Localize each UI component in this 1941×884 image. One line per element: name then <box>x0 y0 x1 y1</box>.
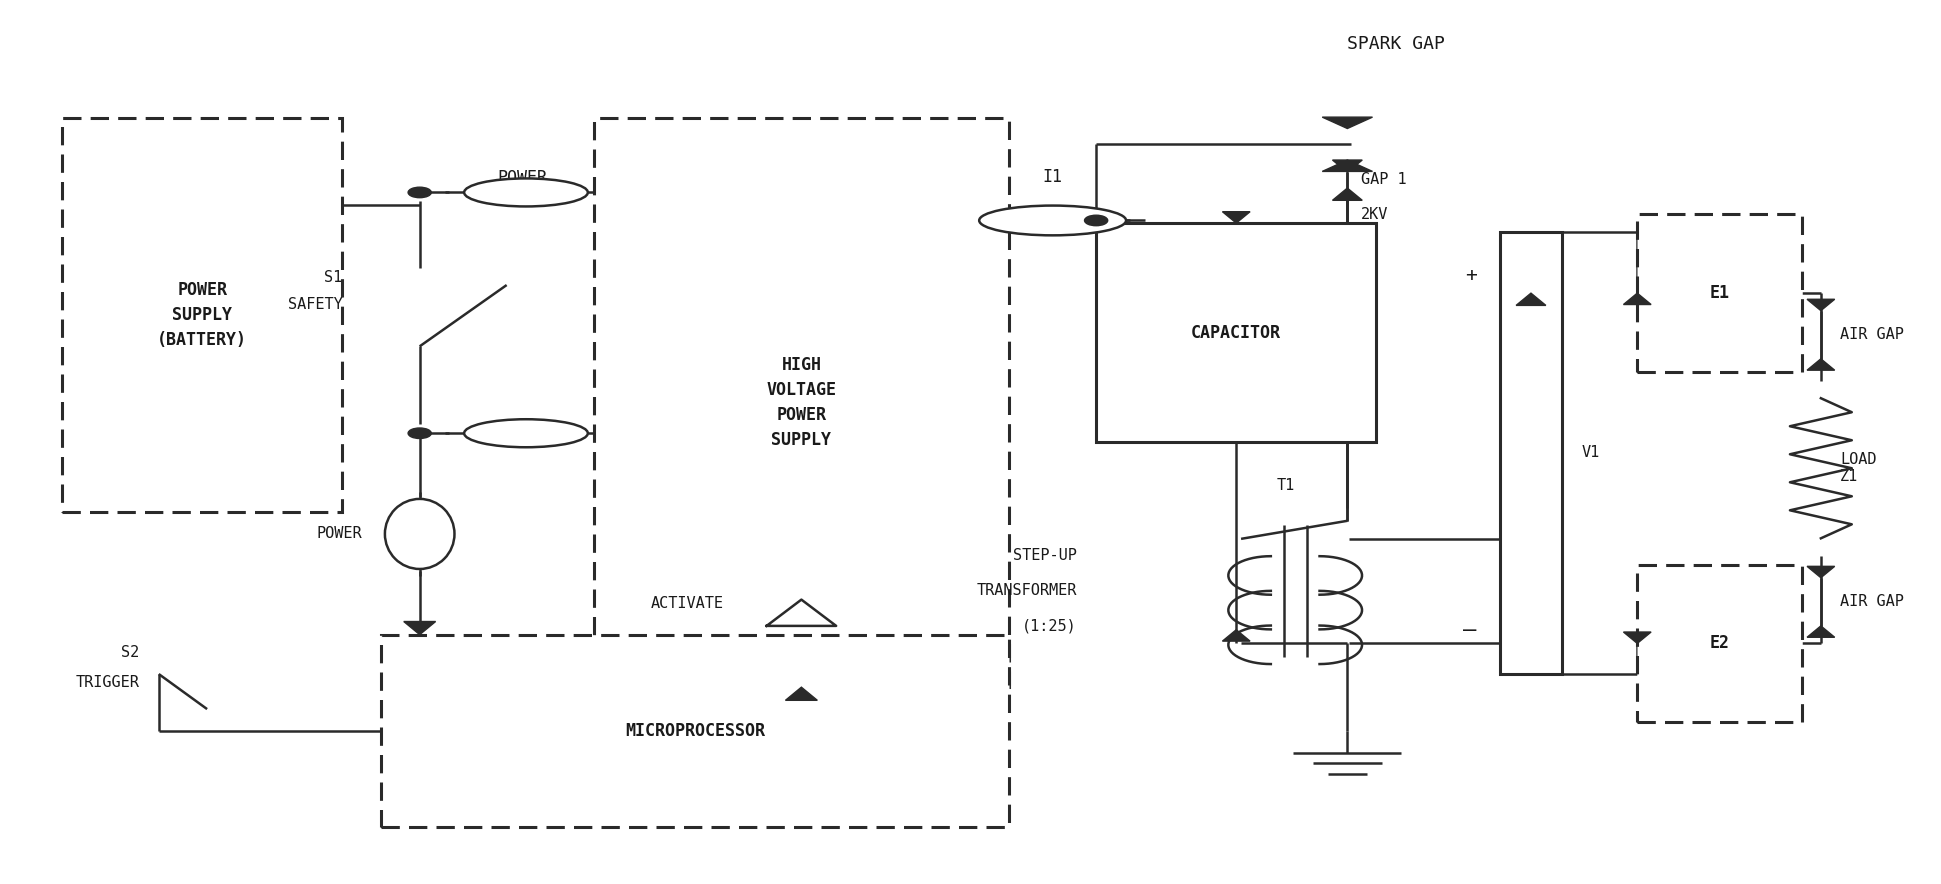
Text: SPARK GAP: SPARK GAP <box>1347 34 1444 52</box>
FancyBboxPatch shape <box>1638 565 1801 722</box>
Text: AIR GAP: AIR GAP <box>1840 594 1904 609</box>
Text: AIR GAP: AIR GAP <box>1840 327 1904 342</box>
Polygon shape <box>1623 632 1652 644</box>
FancyBboxPatch shape <box>1638 214 1801 372</box>
Polygon shape <box>1807 359 1834 370</box>
Polygon shape <box>1223 629 1250 641</box>
Text: STEP-UP: STEP-UP <box>1013 548 1077 563</box>
Text: CAPACITOR: CAPACITOR <box>1192 324 1281 341</box>
Polygon shape <box>1807 626 1834 637</box>
Circle shape <box>408 428 431 438</box>
Text: T1: T1 <box>1277 478 1295 493</box>
Text: TRIGGER: TRIGGER <box>76 675 140 690</box>
Circle shape <box>1085 215 1108 225</box>
Polygon shape <box>1332 160 1363 172</box>
Polygon shape <box>786 687 817 700</box>
Text: V1: V1 <box>1582 446 1599 461</box>
Text: (1:25): (1:25) <box>1023 619 1077 634</box>
Ellipse shape <box>464 179 588 207</box>
Polygon shape <box>1807 567 1834 578</box>
Polygon shape <box>1623 293 1652 304</box>
Text: +: + <box>1465 266 1477 286</box>
Text: SAFETY: SAFETY <box>287 297 342 311</box>
Text: POWER: POWER <box>316 527 361 541</box>
Polygon shape <box>1322 117 1372 128</box>
Ellipse shape <box>978 206 1126 235</box>
FancyBboxPatch shape <box>62 118 342 512</box>
FancyBboxPatch shape <box>380 635 1009 827</box>
FancyBboxPatch shape <box>1097 223 1376 442</box>
Text: ACTIVATE: ACTIVATE <box>650 597 724 612</box>
Text: POWER: POWER <box>497 170 547 187</box>
Text: TRANSFORMER: TRANSFORMER <box>976 583 1077 598</box>
Text: GAP 1: GAP 1 <box>1361 171 1407 187</box>
Polygon shape <box>1322 160 1372 171</box>
Text: E2: E2 <box>1710 635 1729 652</box>
Polygon shape <box>1807 300 1834 310</box>
Ellipse shape <box>464 419 588 447</box>
Text: S1: S1 <box>324 271 342 286</box>
Polygon shape <box>1332 188 1363 201</box>
Text: S2: S2 <box>120 644 140 659</box>
Text: I1: I1 <box>1042 168 1062 186</box>
Text: POWER
SUPPLY
(BATTERY): POWER SUPPLY (BATTERY) <box>157 281 247 349</box>
Ellipse shape <box>384 499 454 569</box>
Polygon shape <box>1223 211 1250 223</box>
Polygon shape <box>404 621 435 635</box>
Text: 2KV: 2KV <box>1361 207 1388 222</box>
Text: MICROPROCESSOR: MICROPROCESSOR <box>625 722 765 740</box>
Text: –: – <box>1464 621 1477 640</box>
Circle shape <box>408 187 431 198</box>
Text: E1: E1 <box>1710 284 1729 302</box>
Bar <box>1500 232 1563 674</box>
Text: LOAD
Z1: LOAD Z1 <box>1840 452 1877 484</box>
Text: HIGH
VOLTAGE
POWER
SUPPLY: HIGH VOLTAGE POWER SUPPLY <box>767 356 837 449</box>
Polygon shape <box>1516 293 1545 305</box>
FancyBboxPatch shape <box>594 118 1009 687</box>
